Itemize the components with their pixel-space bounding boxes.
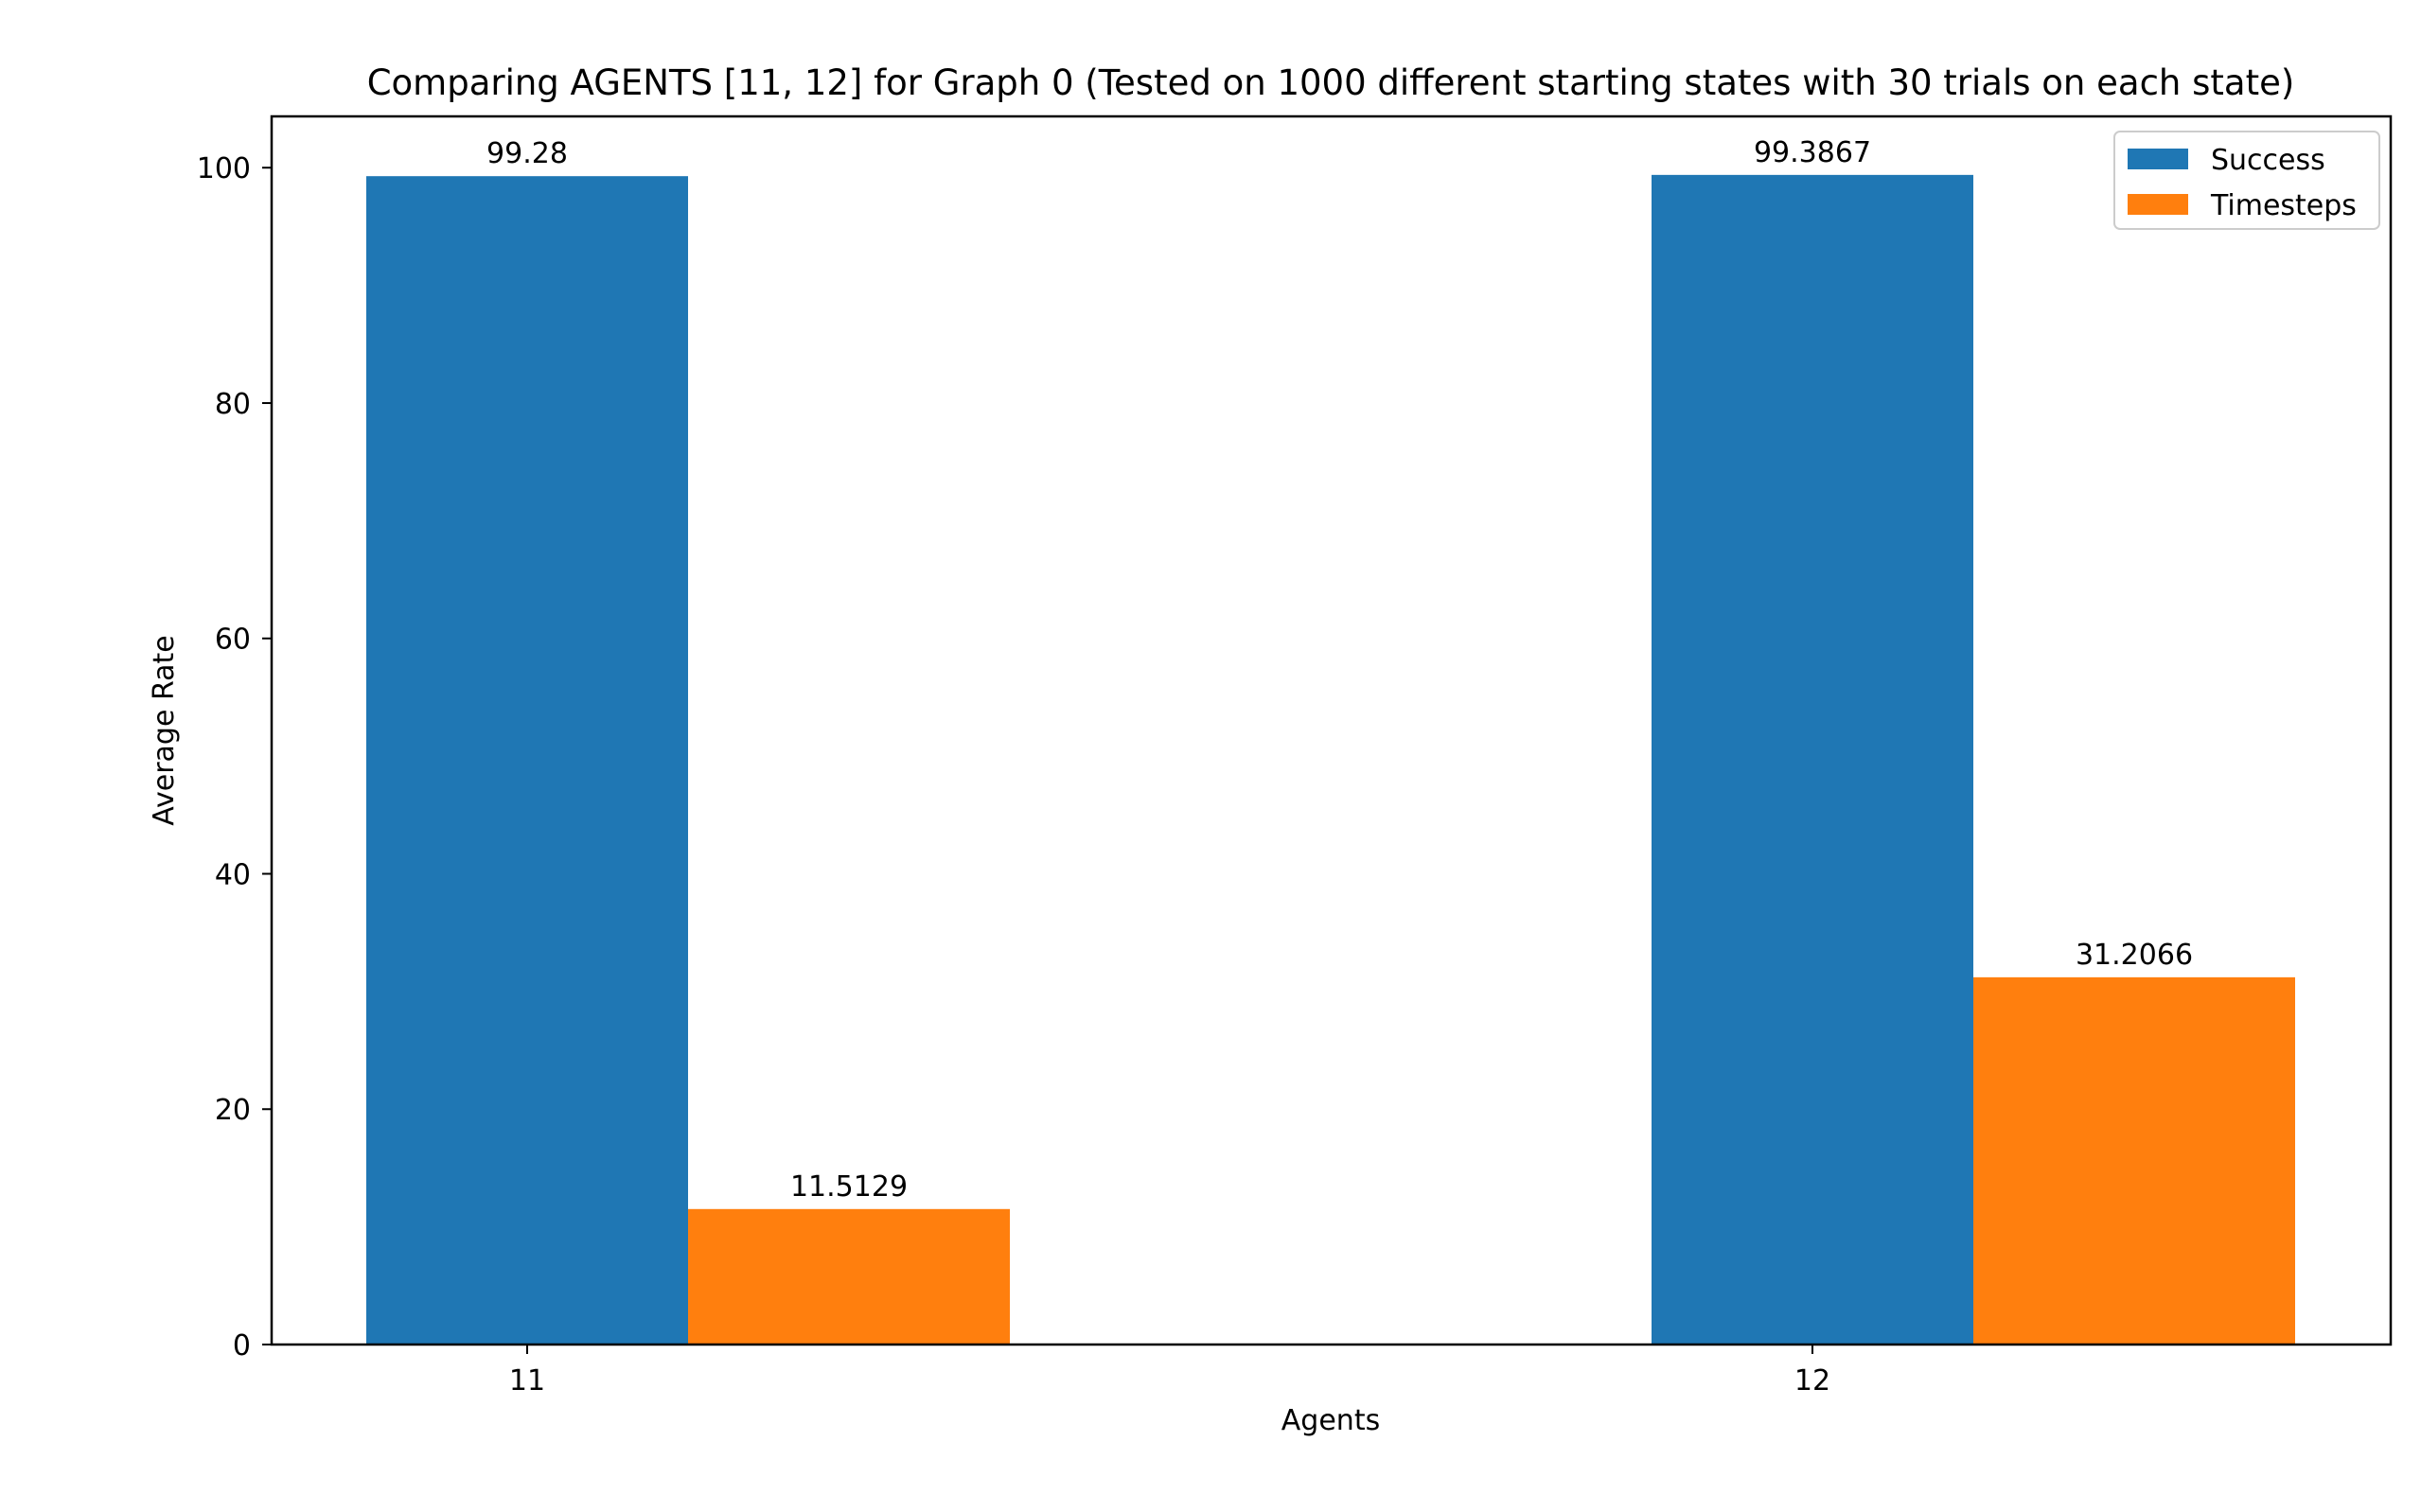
y-tick-label: 80	[215, 388, 251, 421]
bar-success-11	[366, 176, 688, 1345]
legend-swatch-success	[2128, 149, 2188, 169]
bar-success-12	[1652, 174, 1973, 1345]
data-label-timesteps-12: 31.2066	[2076, 939, 2193, 972]
y-tick-label: 0	[233, 1329, 251, 1363]
y-tick-label: 20	[215, 1094, 251, 1127]
x-axis-label: Agents	[1281, 1404, 1380, 1437]
bar-timesteps-12	[1973, 976, 2295, 1345]
legend-label-timesteps: Timesteps	[2210, 189, 2357, 222]
y-tick-label: 60	[215, 624, 251, 657]
plot-frame	[270, 114, 2393, 1346]
data-label-success-11: 99.28	[486, 137, 568, 170]
x-tick-label: 11	[509, 1364, 545, 1398]
bar-timesteps-11	[688, 1208, 1010, 1345]
y-axis-label: Average Rate	[148, 635, 181, 826]
bars-layer	[366, 174, 2295, 1345]
axes-layer: 0 20 40 60 80 100 11 12	[197, 114, 2393, 1398]
x-tick-label: 12	[1794, 1364, 1830, 1398]
chart-title: Comparing AGENTS [11, 12] for Graph 0 (T…	[367, 62, 2295, 103]
y-tick-label: 100	[197, 152, 251, 185]
data-label-success-12: 99.3867	[1754, 136, 1871, 169]
data-labels-layer: 99.28 11.5129 99.3867 31.2066	[486, 136, 2193, 1204]
legend-label-success: Success	[2211, 144, 2325, 177]
legend-swatch-timesteps	[2128, 194, 2188, 215]
y-tick-label: 40	[215, 858, 251, 891]
legend: Success Timesteps	[2113, 131, 2380, 230]
data-label-timesteps-11: 11.5129	[790, 1170, 908, 1204]
